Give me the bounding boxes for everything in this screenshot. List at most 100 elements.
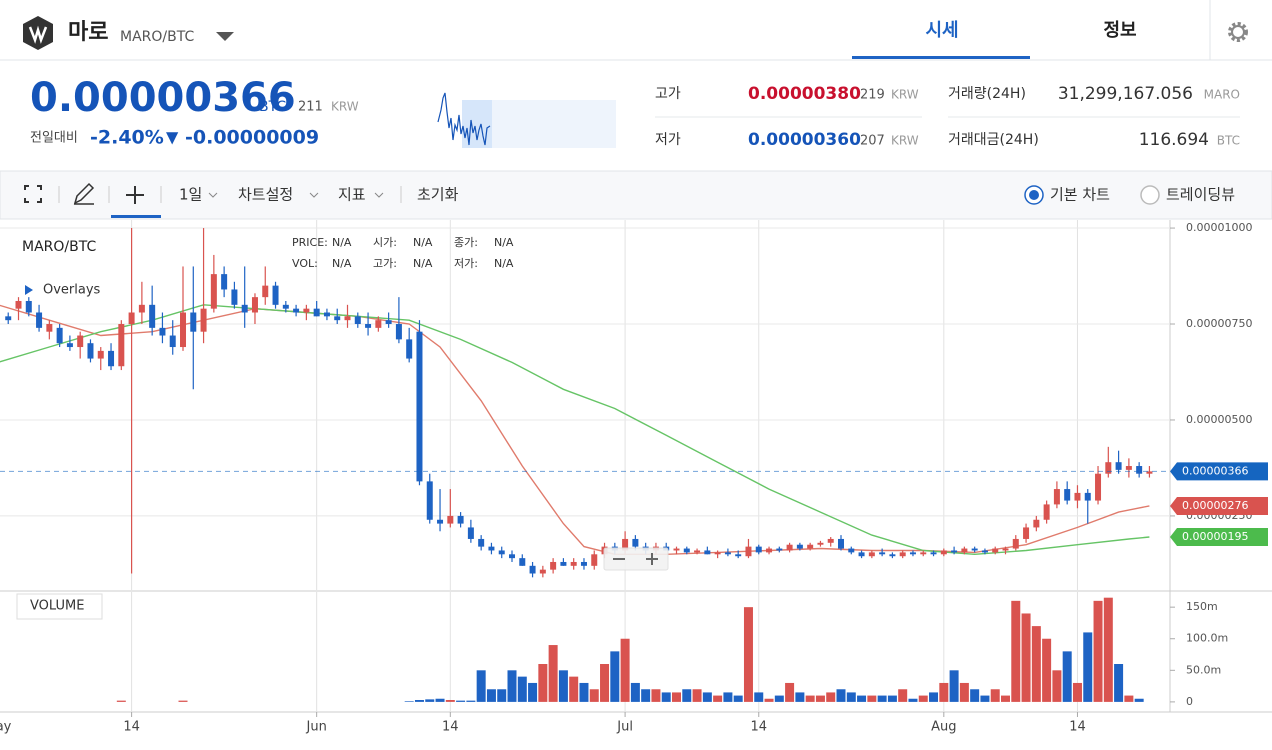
candle-body (509, 554, 516, 559)
volume-bar (466, 700, 476, 702)
candle-body (879, 552, 886, 555)
reset[interactable]: 초기화 (417, 186, 459, 204)
y-tick-label: 150m (1186, 600, 1218, 613)
zoom-in[interactable] (646, 553, 658, 565)
candle-body (221, 274, 228, 290)
candle-body (755, 546, 762, 553)
candle-body (1002, 548, 1009, 551)
price-tag-label: 0.00000195 (1182, 530, 1248, 543)
zoom-control (603, 547, 669, 571)
interval[interactable]: 1일 (179, 186, 202, 204)
krw-unit: KRW (331, 100, 359, 114)
candle-body (724, 552, 731, 555)
candle-body (1095, 473, 1102, 501)
candle-body (159, 327, 166, 336)
basic-chart[interactable]: 기본 차트 (1050, 186, 1110, 204)
ticker: 0.00000366 BTC 211 KRW 전일대비 -2.40% ▼ -0.… (30, 75, 1240, 150)
info-value: N/A (494, 257, 514, 270)
radio[interactable] (1140, 185, 1160, 205)
volume-bar (497, 689, 507, 702)
candle-body (46, 324, 53, 332)
candle-body (200, 308, 207, 332)
draw-icon[interactable] (73, 182, 95, 205)
tradingview[interactable]: 트레이딩뷰 (1166, 186, 1235, 204)
x-tick-label: Aug (931, 720, 956, 735)
overlays-label[interactable]: Overlays (43, 283, 101, 298)
candle-body (15, 300, 22, 309)
volume-bar (435, 698, 445, 702)
candle-body (580, 561, 587, 566)
candle-body (272, 285, 279, 305)
volume-bar (795, 692, 805, 702)
volume-bar (970, 689, 980, 702)
candle-body (920, 552, 927, 555)
candle-body (334, 316, 341, 321)
volume-bar (980, 695, 990, 702)
volume-bar (579, 682, 589, 702)
change-label: 전일대비 (30, 131, 78, 146)
candle-body (735, 554, 742, 557)
candle-body (128, 312, 135, 325)
candle-body (210, 274, 217, 309)
candle-body (1074, 492, 1081, 501)
candle-body (365, 324, 372, 328)
candle-body (930, 552, 937, 555)
candle-body (118, 324, 125, 367)
candle-body (899, 552, 906, 557)
candle-body (498, 550, 505, 555)
chart-settings[interactable]: 차트설정 (238, 186, 293, 204)
volume-bar (641, 689, 651, 702)
tab-price[interactable]: 시세 (925, 20, 958, 41)
candle-body (437, 519, 444, 524)
candle-body (180, 312, 187, 348)
candle-body (149, 304, 156, 328)
indicators[interactable]: 지표 (338, 186, 366, 204)
candle-body (344, 316, 351, 321)
volume-bar (1042, 638, 1052, 702)
info-value: N/A (494, 236, 514, 249)
volume-bar (507, 670, 517, 702)
overlays-toggle[interactable] (25, 285, 33, 295)
candle-body (416, 331, 423, 482)
candle-body (36, 312, 43, 328)
volume-bar (445, 700, 455, 702)
candle-body (1084, 492, 1091, 501)
candle-body (550, 561, 557, 570)
candle-body (251, 297, 258, 313)
chart-title: MARO/BTC (22, 239, 96, 255)
candle-body (467, 527, 474, 539)
volume-bar (476, 670, 486, 702)
volume-bar (918, 695, 928, 702)
candle-body (231, 289, 238, 305)
settings-icon[interactable] (1228, 22, 1248, 42)
volume-bar (600, 664, 610, 702)
price-tag (1170, 496, 1268, 515)
price-tag-label: 0.00000276 (1182, 499, 1248, 512)
info-label: 고가: (373, 257, 397, 270)
y-tick-label: 0 (1186, 695, 1193, 708)
candle-body (354, 316, 361, 325)
info-value: N/A (332, 236, 352, 249)
chevron (374, 192, 384, 198)
y-tick-label: 0.00001000 (1186, 221, 1252, 234)
candle-body (1064, 489, 1071, 501)
candle-body (478, 538, 485, 547)
sparkline (437, 92, 491, 146)
fullscreen-icon[interactable] (24, 185, 42, 203)
candle-body (570, 561, 577, 566)
candle-body (673, 548, 680, 551)
volume-bar (528, 682, 538, 702)
candle-body (519, 558, 526, 566)
chart: May14Jun14Jul14Aug140.000002500.00000500… (0, 220, 1272, 735)
volume-bar (846, 692, 856, 702)
chevron (208, 192, 218, 198)
volume-bar (908, 698, 918, 702)
dropdown-arrow[interactable] (216, 32, 234, 41)
volume-bar (548, 645, 558, 702)
tab-info[interactable]: 정보 (1103, 20, 1136, 41)
volume-bar (743, 607, 753, 702)
current-price: 0.00000366 (30, 75, 296, 121)
crosshair-icon[interactable] (126, 186, 144, 204)
volume-bar (805, 695, 815, 702)
radio-dot (1029, 190, 1039, 200)
